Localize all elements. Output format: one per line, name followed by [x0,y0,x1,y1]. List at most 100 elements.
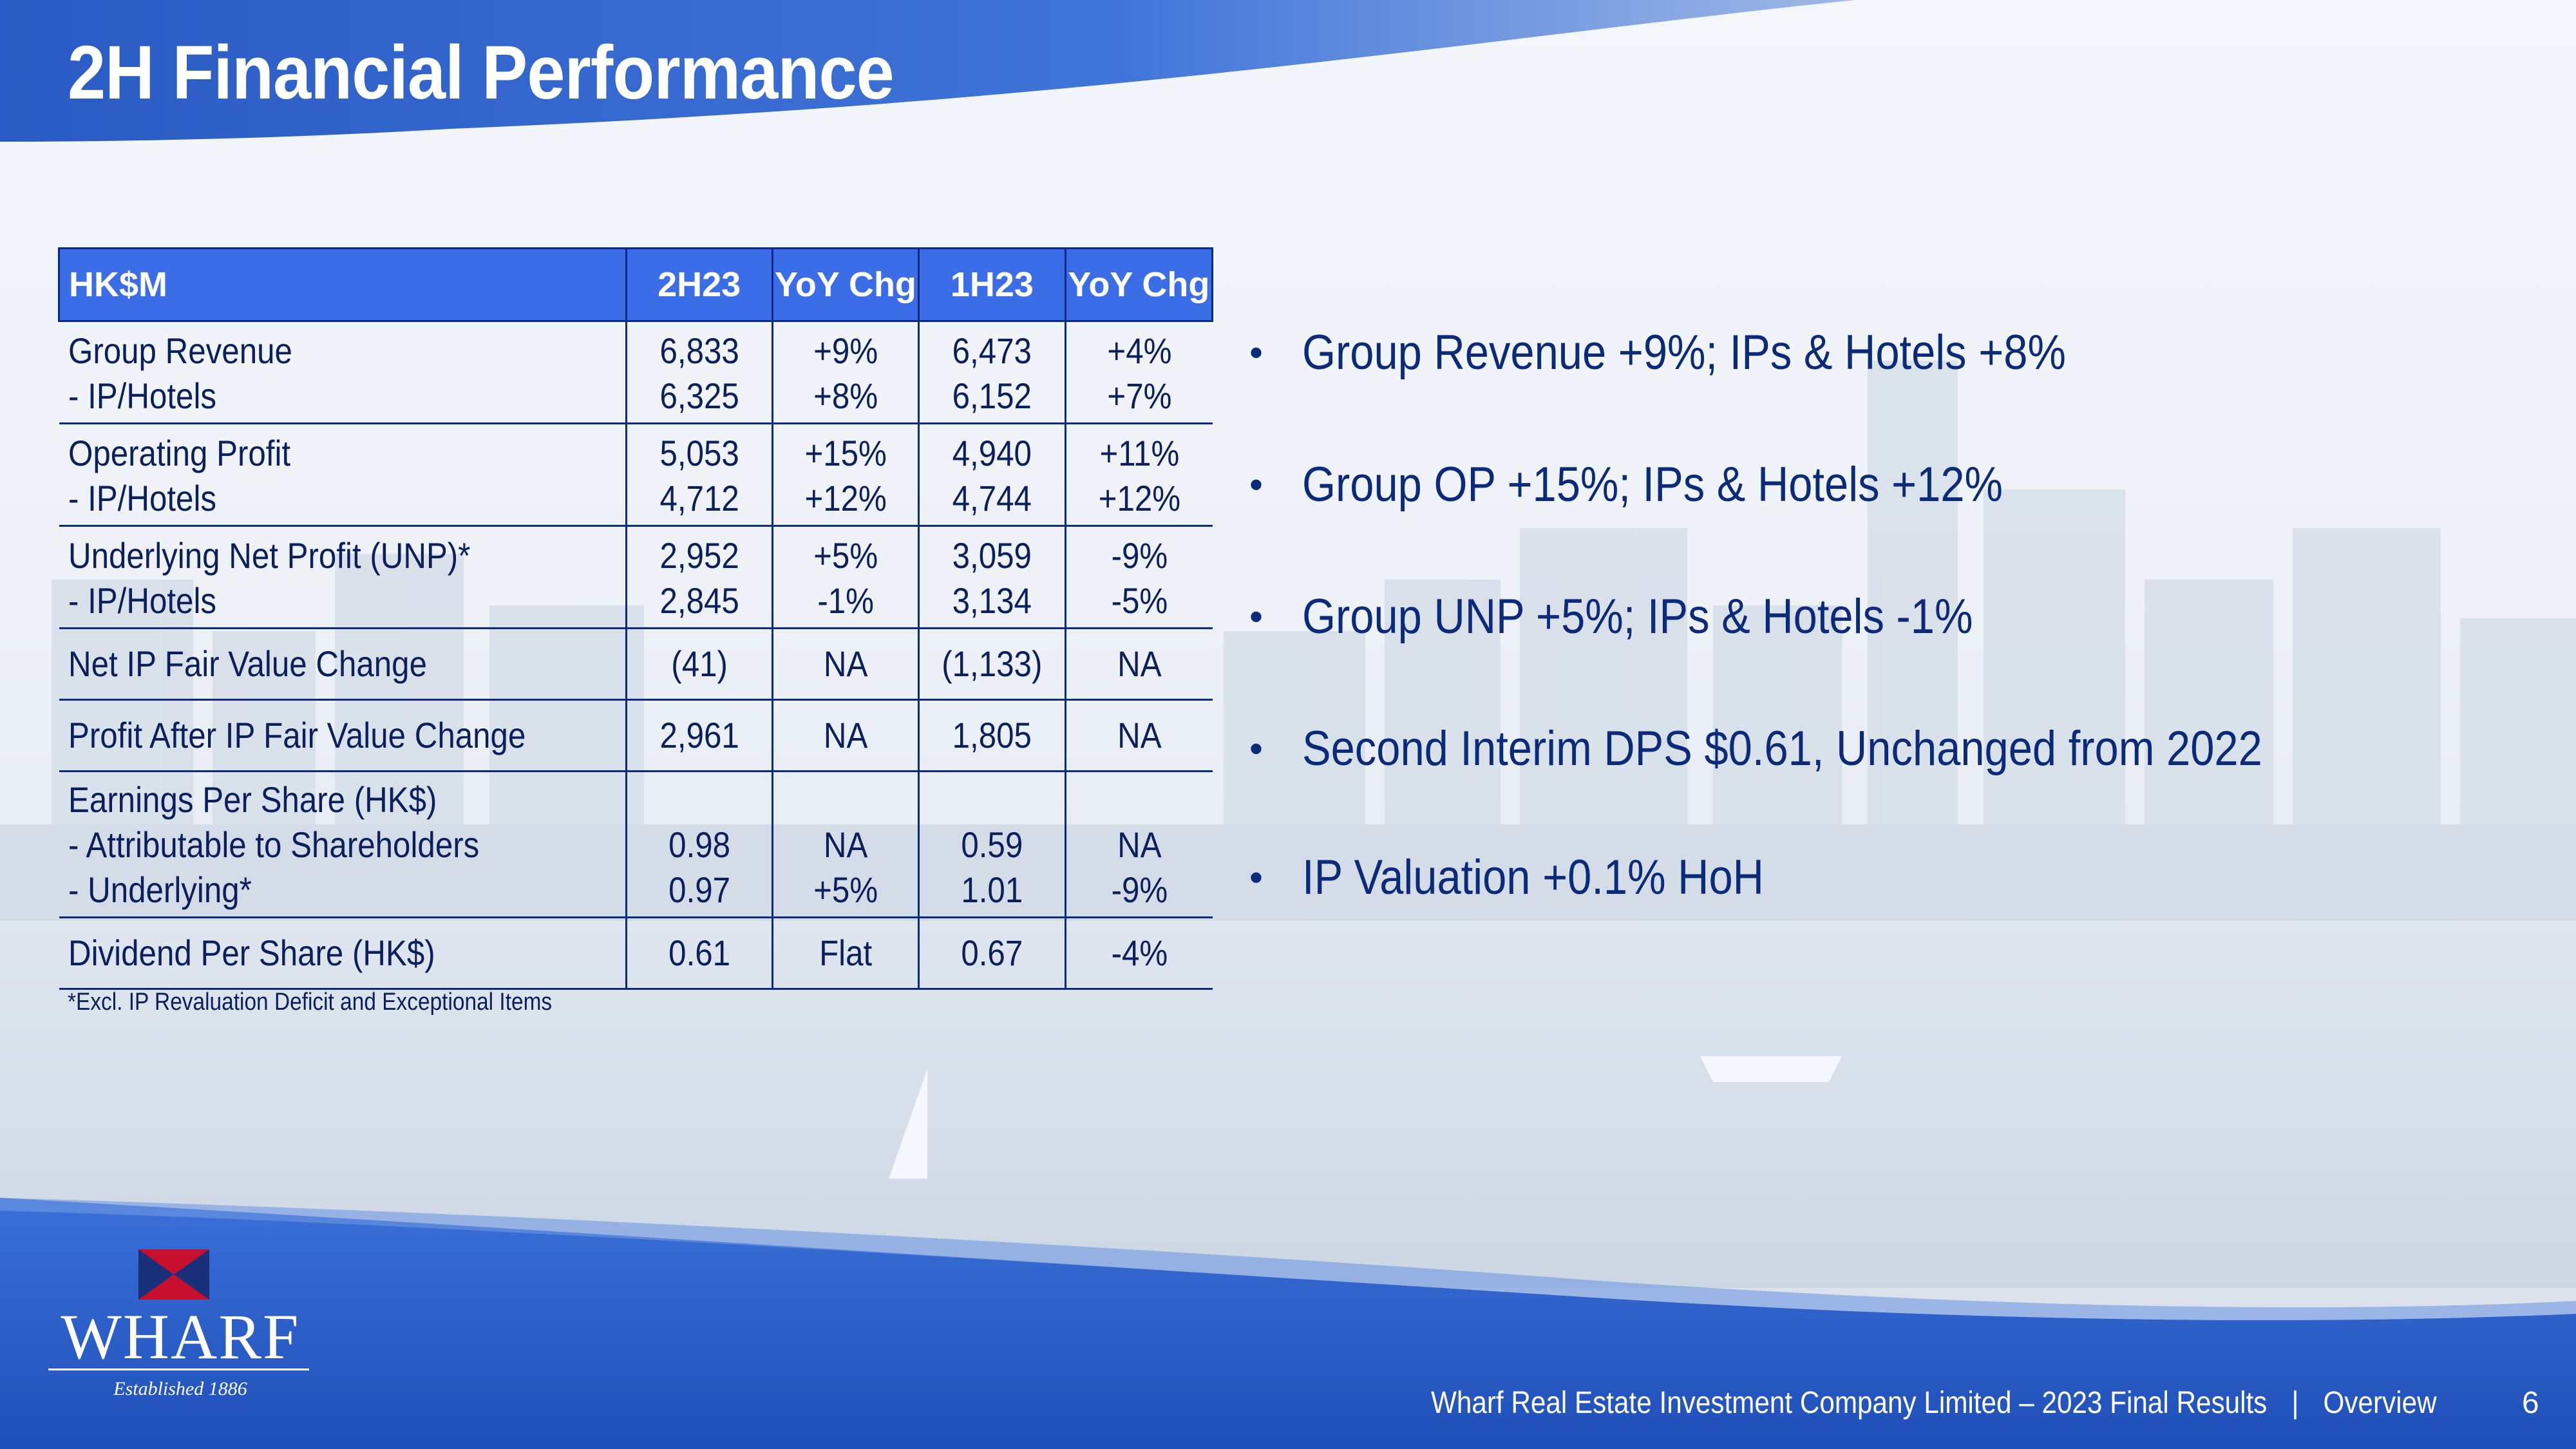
column-header: YoY Chg [771,247,920,322]
value-cell: NA [771,699,920,772]
bullet-dot: • [1249,595,1264,638]
value-cell: (41) [625,628,773,701]
value-cell: 1,805 [918,699,1066,772]
cell-value: 3,059 [952,535,1032,576]
cell-value: 6,833 [659,330,739,371]
value-cell: 0.61 [625,917,773,990]
table-row: Net IP Fair Value Change (41) NA (1,133) NA [59,628,1213,701]
value-cell: NA [771,628,920,701]
cell-value: 1,805 [952,715,1032,755]
cell-value: -5% [1111,580,1168,621]
row-label-cell: Net IP Fair Value Change [59,628,627,701]
cell-value: NA [1117,715,1162,755]
row-label-cell: Earnings Per Share (HK$) - Attributable t… [59,771,627,918]
column-header: 1H23 [918,247,1066,322]
row-label-cell: Dividend Per Share (HK$) [59,917,627,990]
cell-value: -1% [817,580,874,621]
bullet-text: Second Interim DPS $0.61, Unchanged from… [1302,721,2262,776]
cell-value: NA [823,643,868,684]
top-banner [0,0,1855,142]
row-label: - Attributable to Shareholders [68,824,479,865]
cell-value: NA [1117,824,1162,865]
cell-value: 0.67 [961,933,1023,973]
value-cell: (1,133) [918,628,1066,701]
cell-value: 0.98 [668,824,730,865]
page-number: 6 [2522,1386,2539,1420]
cell-value: NA [1117,643,1162,684]
bullet-dot: • [1249,856,1264,899]
cell-value: 4,712 [659,478,739,518]
cell-value: +15% [804,433,887,473]
row-label: Underlying Net Profit (UNP)* [68,535,470,576]
footer-separator: | [2291,1386,2299,1420]
footer-section: Overview [2323,1386,2437,1420]
cell-value: 2,952 [659,535,739,576]
cell-value: -4% [1111,933,1168,973]
wharf-flag-icon [138,1249,209,1300]
column-header: HK$M [58,247,627,322]
value-cell: 5,053 4,712 [625,423,773,527]
bullet-dot: • [1249,463,1264,506]
value-cell: 2,952 2,845 [625,526,773,629]
value-cell: 4,940 4,744 [918,423,1066,527]
cell-value: 2,845 [659,580,739,621]
table-row: Earnings Per Share (HK$) - Attributable t… [59,771,1213,918]
column-header: YoY Chg [1064,247,1214,322]
table-row: Underlying Net Profit (UNP)* - IP/Hotels 2… [59,526,1213,629]
cell-value: +5% [813,535,878,576]
cell-value: -9% [1111,535,1168,576]
bullet-dot: • [1249,331,1264,374]
cell-value: (41) [670,643,728,684]
cell-value: 5,053 [659,433,739,473]
value-cell: 6,833 6,325 [625,321,773,424]
value-cell: 0.59 1.01 [918,771,1066,918]
value-cell: +11% +12% [1064,423,1213,527]
cell-value: +5% [813,869,878,910]
table-header-row: HK$M 2H23 YoY Chg 1H23 YoY Chg [58,247,1214,322]
row-label: Dividend Per Share (HK$) [68,933,435,973]
cell-value: 4,940 [952,433,1032,473]
value-cell: NA +5% [771,771,920,918]
row-label: Group Revenue [68,330,292,371]
value-cell: 0.98 0.97 [625,771,773,918]
wharf-logo: WHARF Established 1886 [45,1249,316,1410]
cell-value: +4% [1107,330,1172,371]
footer-caption: Wharf Real Estate Investment Company Lim… [1431,1385,2437,1421]
row-label-cell: Group Revenue - IP/Hotels [59,321,627,424]
bottom-banner [0,1198,2576,1449]
table-row: Operating Profit - IP/Hotels 5,053 4,712 +15… [59,423,1213,527]
value-cell: +5% -1% [771,526,920,629]
cell-value: +12% [804,478,887,518]
bullet-dot: • [1249,727,1264,770]
logo-established: Established 1886 [113,1378,247,1399]
cell-value: 0.59 [961,824,1023,865]
sailboat-shape [889,1069,927,1179]
value-cell: NA -9% [1064,771,1213,918]
cell-value: +8% [813,375,878,416]
row-label: Operating Profit [68,433,290,473]
value-cell: Flat [771,917,920,990]
row-label: - IP/Hotels [68,478,216,518]
cell-value: 6,325 [659,375,739,416]
row-label: - IP/Hotels [68,580,216,621]
bullet-text: Group UNP +5%; IPs & Hotels -1% [1302,589,1973,644]
financial-table: HK$M 2H23 YoY Chg 1H23 YoY Chg Group Rev… [58,247,1214,990]
table-footnote: *Excl. IP Revaluation Deficit and Except… [68,989,553,1016]
table-row: Group Revenue - IP/Hotels 6,833 6,325 +9% +8%… [59,321,1213,424]
value-cell: -4% [1064,917,1213,990]
cell-value: 2,961 [659,715,739,755]
row-label: - Underlying* [68,869,252,910]
cell-value: 1.01 [961,869,1023,910]
logo-divider [48,1368,309,1370]
table-row: Profit After IP Fair Value Change 2,961 NA… [59,699,1213,772]
logo-wordmark: WHARF [61,1301,300,1372]
cell-value: +12% [1098,478,1180,518]
value-cell: 3,059 3,134 [918,526,1066,629]
cell-value: -9% [1111,869,1168,910]
value-cell: +15% +12% [771,423,920,527]
cell-value: 6,473 [952,330,1032,371]
slide-title: 2H Financial Performance [68,30,895,115]
table-row: Dividend Per Share (HK$) 0.61 Flat 0.67 -4% [59,917,1213,990]
value-cell: +4% +7% [1064,321,1213,424]
ferry-shape [1700,1056,1842,1082]
